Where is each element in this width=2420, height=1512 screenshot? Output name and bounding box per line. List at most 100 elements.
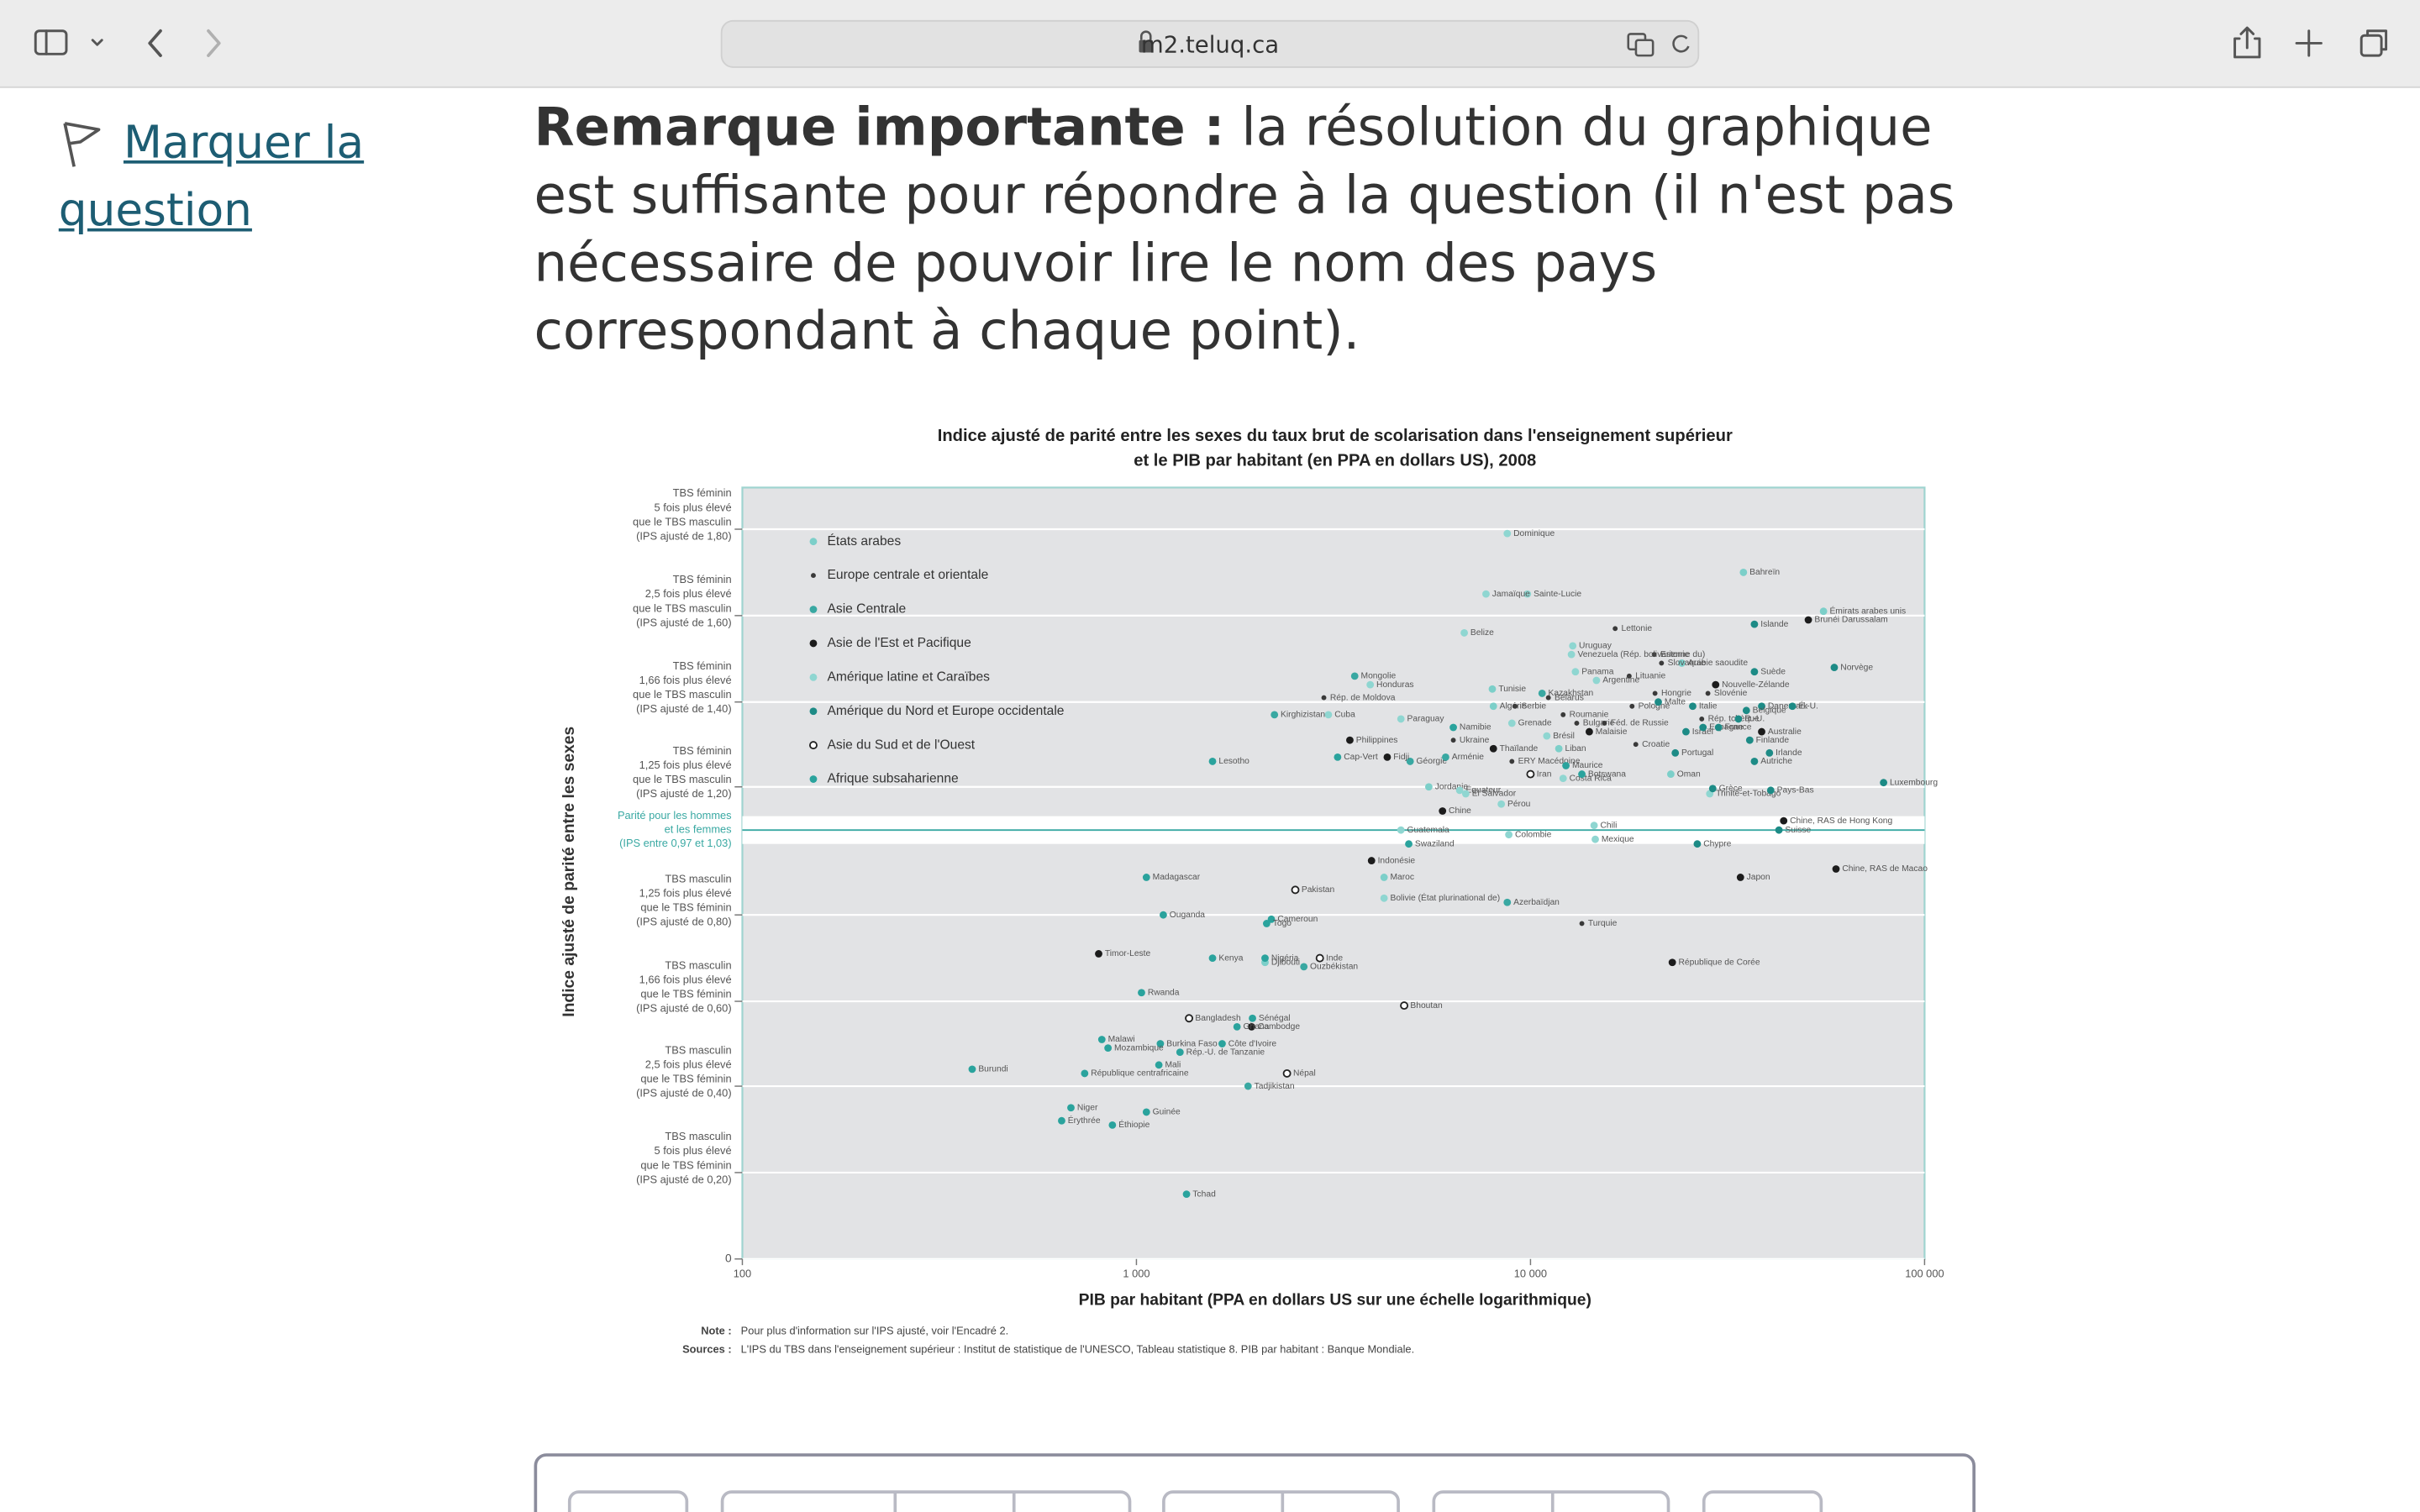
point-label: Mexique <box>1602 835 1634 844</box>
point-label: Guinée <box>1153 1108 1181 1117</box>
data-point <box>1655 698 1662 706</box>
y-tick-label: TBS masculin <box>665 872 731 885</box>
point-label: Portugal <box>1681 748 1713 758</box>
data-point <box>1208 954 1217 963</box>
data-point <box>1574 721 1580 726</box>
data-point <box>1652 690 1658 696</box>
data-point <box>1708 785 1717 793</box>
point-label: Suisse <box>1785 826 1811 835</box>
point-label: Pakistan <box>1302 885 1335 895</box>
point-label: Tchad <box>1192 1189 1216 1199</box>
point-label: Maurice <box>1572 761 1603 770</box>
y-tick-label: 0 <box>725 1252 732 1264</box>
data-point <box>1507 719 1516 727</box>
flag-question-link[interactable]: Marquer la question <box>58 115 365 237</box>
y-tick-label: (IPS ajusté de 1,80) <box>636 529 732 542</box>
y-tick-label: 1,66 fois plus élevé <box>639 973 732 985</box>
point-label: Kirghizistan <box>1281 711 1325 720</box>
reload-button[interactable] <box>1672 34 1690 53</box>
data-point <box>1626 673 1632 679</box>
answer-panel <box>534 1453 1976 1512</box>
data-point <box>1819 607 1828 616</box>
share-button[interactable] <box>2233 26 2261 59</box>
point-label: Madagascar <box>1153 873 1201 882</box>
point-label: Ghana <box>1244 1022 1270 1032</box>
data-point <box>1321 695 1327 701</box>
data-point <box>1449 723 1457 732</box>
point-label: Féd. de Russie <box>1611 719 1669 728</box>
back-button[interactable] <box>148 29 162 57</box>
point-label: Mali <box>1165 1061 1181 1070</box>
point-label: Rwanda <box>1148 988 1180 997</box>
point-label: Népal <box>1293 1069 1316 1079</box>
data-point <box>1659 660 1665 666</box>
y-tick-label: TBS masculin <box>665 1130 731 1142</box>
legend-label: Europe centrale et orientale <box>827 568 988 582</box>
legend-marker <box>809 673 818 681</box>
sidebar-button[interactable] <box>34 29 68 55</box>
tabs-button[interactable] <box>2360 29 2388 57</box>
point-label: Tunisie <box>1498 685 1526 694</box>
answer-button-group[interactable] <box>1432 1490 1670 1512</box>
data-point <box>1383 753 1392 761</box>
new-tab-button[interactable] <box>2295 29 2323 57</box>
y-tick-label: 2,5 fois plus élevé <box>645 1058 732 1070</box>
data-point <box>1424 783 1433 791</box>
point-label: Australie <box>1768 727 1802 737</box>
answer-button-group[interactable] <box>720 1490 1132 1512</box>
point-label: Espagne <box>1709 723 1744 732</box>
point-label: Grèce <box>1719 785 1743 794</box>
answer-button[interactable] <box>567 1490 689 1512</box>
point-label: Ouganda <box>1170 911 1206 920</box>
data-point <box>1442 753 1449 761</box>
answer-button-group[interactable] <box>1162 1490 1400 1512</box>
data-point <box>1324 711 1333 719</box>
data-point <box>1592 676 1601 685</box>
data-point <box>1699 723 1707 732</box>
parity-label: et les femmes <box>665 823 732 836</box>
data-point <box>1185 1014 1194 1023</box>
address-bar[interactable]: m2.teluq.ca <box>720 19 1700 68</box>
point-label: Slovaquie <box>1668 659 1706 668</box>
data-point <box>1739 569 1748 576</box>
point-label: Bulgarie <box>1583 719 1615 728</box>
data-point <box>1682 727 1690 736</box>
point-label: Islande <box>1760 620 1788 629</box>
point-label: Djibouti <box>1271 958 1300 967</box>
data-point <box>1270 711 1279 719</box>
point-label: Serbie <box>1521 701 1546 711</box>
legend-marker <box>809 639 818 648</box>
point-label: Niger <box>1077 1103 1098 1112</box>
point-label: Nouvelle-Zélande <box>1722 680 1790 690</box>
data-point <box>1705 690 1711 696</box>
forward-button[interactable] <box>207 29 221 57</box>
chart-title: et le PIB par habitant (en PPA en dollar… <box>1134 452 1536 470</box>
point-label: Kazakhstan <box>1549 689 1594 698</box>
data-point <box>1334 753 1342 761</box>
data-point <box>1526 769 1535 779</box>
data-point <box>1780 816 1788 825</box>
x-tick-label: 10 000 <box>1514 1268 1547 1280</box>
data-point <box>1300 963 1308 971</box>
note-text: Pour plus d'information sur l'IPS ajusté… <box>741 1324 1009 1336</box>
y-tick-label: (IPS ajusté de 1,60) <box>636 616 732 628</box>
translate-icon[interactable] <box>1627 33 1655 57</box>
point-label: Rép. tchèque <box>1708 715 1760 724</box>
point-label: Érythrée <box>1068 1115 1101 1126</box>
data-point <box>1880 779 1888 787</box>
data-point <box>1734 715 1743 723</box>
data-point <box>1455 786 1464 795</box>
point-label: Italie <box>1699 701 1718 711</box>
legend-marker <box>809 606 818 613</box>
legend-label: Asie du Sud et de l'Ouest <box>827 738 975 752</box>
tab-menu-button[interactable] <box>91 39 103 46</box>
data-point <box>1543 732 1551 740</box>
answer-button[interactable] <box>1702 1490 1823 1512</box>
point-label: Mozambique <box>1114 1043 1164 1053</box>
point-label: Chine, RAS de Macao <box>1842 864 1928 874</box>
point-label: Chine <box>1449 806 1471 816</box>
y-tick-label: que le TBS masculin <box>633 688 732 701</box>
point-label: Cuba <box>1334 711 1355 720</box>
legend-label: Asie Centrale <box>827 602 906 617</box>
y-tick-label: (IPS ajusté de 1,20) <box>636 787 732 800</box>
